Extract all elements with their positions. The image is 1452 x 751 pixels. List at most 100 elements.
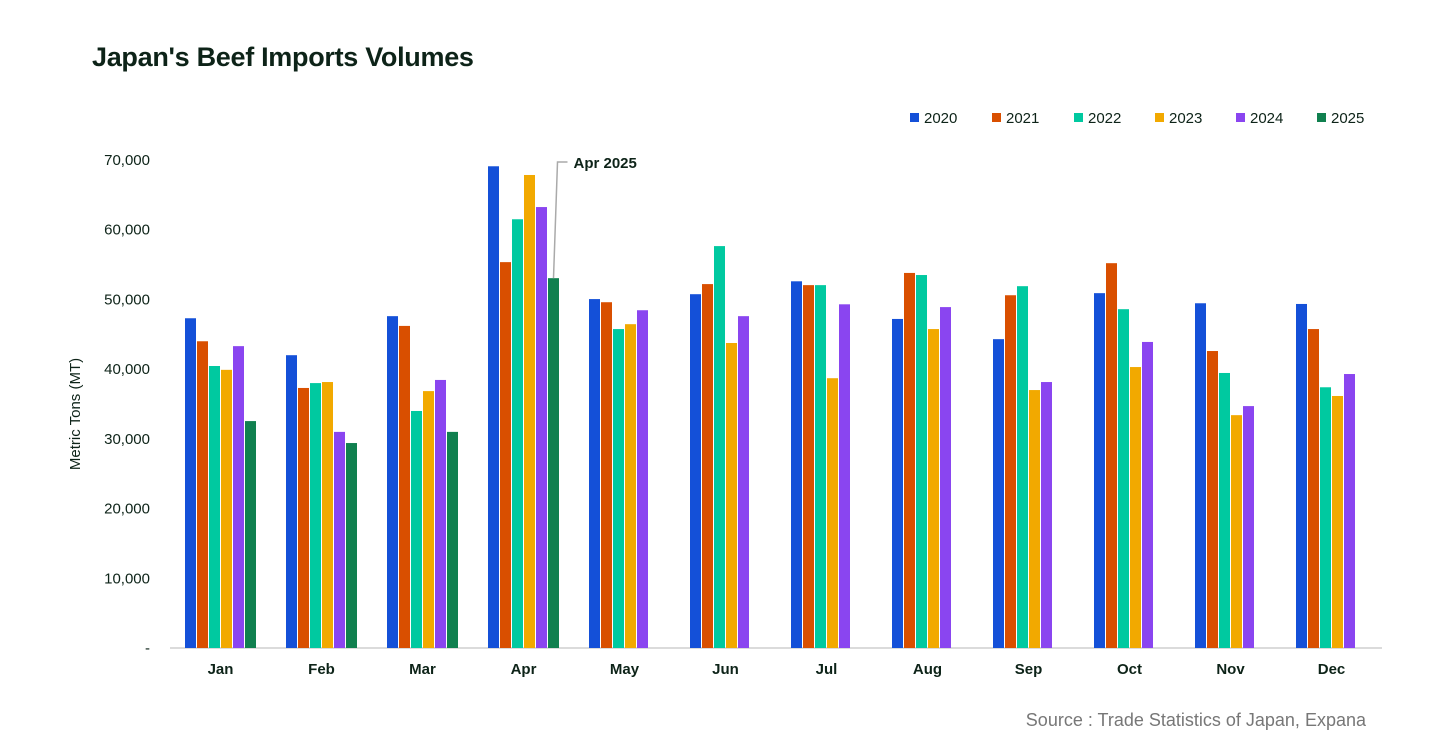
- x-tick-label: Nov: [1216, 661, 1245, 678]
- bar-jan-2024: [233, 346, 244, 648]
- source-note: Source : Trade Statistics of Japan, Expa…: [1025, 710, 1366, 730]
- bar-sep-2020: [993, 339, 1004, 648]
- bar-nov-2021: [1207, 351, 1218, 648]
- bar-jul-2022: [815, 285, 826, 648]
- y-tick-label: 60,000: [104, 222, 150, 239]
- bar-apr-2025: [548, 278, 559, 648]
- bar-jul-2023: [827, 378, 838, 648]
- bar-feb-2024: [334, 431, 345, 648]
- bar-nov-2024: [1243, 406, 1254, 648]
- bar-jun-2022: [714, 246, 725, 648]
- bar-mar-2023: [423, 391, 434, 648]
- x-tick-label: Jul: [816, 661, 838, 678]
- bar-feb-2020: [286, 355, 297, 648]
- legend-label-2021: 2021: [1006, 110, 1039, 127]
- y-tick-label: 70,000: [104, 152, 150, 169]
- bar-jan-2021: [197, 341, 208, 648]
- legend-swatch-2023: [1155, 113, 1164, 122]
- x-tick-label: Apr: [511, 661, 537, 678]
- bar-nov-2023: [1231, 415, 1242, 648]
- bar-feb-2021: [298, 387, 309, 648]
- x-tick-label: Aug: [913, 661, 942, 678]
- bar-sep-2023: [1029, 390, 1040, 648]
- bar-oct-2021: [1106, 263, 1117, 648]
- bar-feb-2022: [310, 383, 321, 648]
- legend-swatch-2024: [1236, 113, 1245, 122]
- bar-sep-2021: [1005, 295, 1016, 648]
- legend-swatch-2025: [1317, 113, 1326, 122]
- bar-mar-2021: [399, 325, 410, 648]
- bar-dec-2022: [1320, 387, 1331, 648]
- bar-jan-2025: [245, 421, 256, 648]
- x-tick-label: Sep: [1015, 661, 1043, 678]
- x-tick-label: Dec: [1318, 661, 1346, 678]
- bar-jun-2021: [702, 284, 713, 648]
- bar-apr-2023: [524, 174, 535, 648]
- bar-mar-2025: [447, 431, 458, 648]
- annotation-leader-line: [552, 161, 568, 279]
- bar-aug-2023: [928, 329, 939, 648]
- bar-apr-2021: [500, 262, 511, 648]
- bar-mar-2022: [411, 410, 422, 648]
- bar-dec-2023: [1332, 395, 1343, 648]
- bar-aug-2024: [940, 307, 951, 648]
- y-tick-label: 20,000: [104, 501, 150, 518]
- x-tick-label: Feb: [308, 661, 335, 678]
- bar-jul-2024: [839, 304, 850, 648]
- bar-jan-2020: [185, 318, 196, 648]
- bar-nov-2022: [1219, 372, 1230, 648]
- bar-apr-2022: [512, 219, 523, 648]
- bar-aug-2022: [916, 275, 927, 648]
- y-tick-label: -: [145, 640, 150, 657]
- bar-jun-2024: [738, 316, 749, 648]
- legend-label-2022: 2022: [1088, 110, 1121, 127]
- bar-apr-2024: [536, 207, 547, 649]
- bar-may-2024: [637, 310, 648, 648]
- bar-sep-2022: [1017, 286, 1028, 648]
- legend-label-2024: 2024: [1250, 110, 1283, 127]
- bar-aug-2021: [904, 272, 915, 648]
- bar-feb-2025: [346, 443, 357, 648]
- bar-oct-2023: [1130, 367, 1141, 648]
- bar-oct-2024: [1142, 341, 1153, 648]
- bar-mar-2020: [387, 316, 398, 648]
- bar-jan-2023: [221, 369, 232, 648]
- x-tick-label: Jan: [208, 661, 234, 678]
- bar-may-2023: [625, 324, 636, 648]
- bar-aug-2020: [892, 318, 903, 648]
- y-tick-label: 10,000: [104, 570, 150, 587]
- bar-may-2020: [589, 299, 600, 648]
- legend-swatch-2021: [992, 113, 1001, 122]
- y-axis-label: Metric Tons (MT): [67, 358, 84, 470]
- bar-dec-2024: [1344, 374, 1355, 648]
- legend-label-2023: 2023: [1169, 110, 1202, 127]
- bar-jul-2020: [791, 281, 802, 648]
- bar-jun-2020: [690, 294, 701, 648]
- chart-title: Japan's Beef Imports Volumes: [92, 42, 474, 72]
- legend-swatch-2020: [910, 113, 919, 122]
- y-tick-label: 40,000: [104, 361, 150, 378]
- bar-feb-2023: [322, 382, 333, 648]
- y-tick-label: 30,000: [104, 431, 150, 448]
- bar-dec-2021: [1308, 329, 1319, 648]
- bar-oct-2022: [1118, 309, 1129, 648]
- x-tick-label: Jun: [712, 661, 739, 678]
- bar-oct-2020: [1094, 293, 1105, 648]
- bar-dec-2020: [1296, 303, 1307, 648]
- bar-jun-2023: [726, 343, 737, 648]
- y-tick-label: 50,000: [104, 291, 150, 308]
- bar-mar-2024: [435, 379, 446, 648]
- bar-jan-2022: [209, 366, 220, 648]
- bar-nov-2020: [1195, 303, 1206, 648]
- x-tick-label: Oct: [1117, 661, 1142, 678]
- bar-may-2022: [613, 329, 624, 648]
- legend-label-2020: 2020: [924, 110, 957, 127]
- legend-label-2025: 2025: [1331, 110, 1364, 127]
- annotation-label: Apr 2025: [574, 155, 637, 172]
- legend-swatch-2022: [1074, 113, 1083, 122]
- bar-may-2021: [601, 302, 612, 648]
- x-tick-label: May: [610, 661, 640, 678]
- bar-jul-2021: [803, 285, 814, 648]
